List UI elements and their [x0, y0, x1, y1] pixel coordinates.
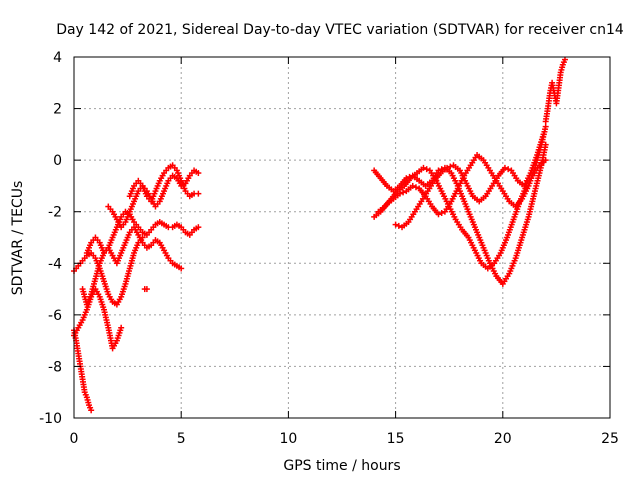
- y-tick-label: -6: [48, 308, 62, 324]
- data-point: [195, 190, 202, 197]
- series-track-10: [371, 141, 549, 287]
- data-point: [444, 164, 451, 171]
- data-point: [118, 324, 125, 331]
- series-track-7: [126, 162, 202, 205]
- series-track-11: [375, 157, 549, 272]
- tick-marks: [73, 56, 611, 419]
- y-tick-label: 2: [53, 102, 62, 118]
- chart-title: Day 142 of 2021, Sidereal Day-to-day VTE…: [56, 22, 624, 38]
- x-tick-label: 0: [70, 431, 79, 447]
- data-point: [505, 166, 512, 173]
- x-tick-label: 20: [494, 431, 512, 447]
- x-tick-labels: 0 5 10 15 20 25: [70, 431, 619, 447]
- data-point: [447, 163, 454, 170]
- series-track-5: [83, 208, 202, 256]
- data-point: [412, 184, 419, 191]
- plot-frame: [73, 56, 611, 419]
- data-point: [178, 265, 185, 272]
- data-point: [409, 182, 416, 189]
- data-point: [195, 224, 202, 231]
- data-point: [395, 222, 402, 229]
- series-track-8: [141, 286, 150, 293]
- x-tick-label: 5: [177, 431, 186, 447]
- data-point: [420, 164, 427, 171]
- data-point: [561, 56, 568, 63]
- series-track-13: [542, 56, 568, 125]
- data-point: [88, 407, 95, 414]
- x-tick-label: 15: [387, 431, 405, 447]
- series-track-2: [71, 286, 125, 352]
- data-point: [542, 123, 549, 130]
- x-axis-label: GPS time / hours: [283, 458, 400, 474]
- data-point: [143, 286, 150, 293]
- x-tick-label: 25: [601, 431, 619, 447]
- y-tick-label: 4: [53, 50, 62, 66]
- data-point: [438, 210, 445, 217]
- data-point: [435, 211, 442, 218]
- data-point: [542, 157, 549, 164]
- y-tick-label: -2: [48, 205, 62, 221]
- data-point: [423, 166, 430, 173]
- data-point: [501, 164, 508, 171]
- data-point: [392, 221, 399, 228]
- y-tick-label: -10: [39, 411, 62, 427]
- y-tick-label: -4: [48, 256, 62, 272]
- grid-lines: [74, 57, 610, 418]
- x-tick-label: 10: [279, 431, 297, 447]
- data-points: [71, 56, 568, 414]
- data-point: [195, 170, 202, 177]
- y-tick-labels: -10 -8 -6 -4 -2 0 2 4: [39, 50, 62, 427]
- y-tick-label: 0: [53, 153, 62, 169]
- y-axis-label: SDTVAR / TECUs: [10, 181, 26, 296]
- data-point: [400, 189, 407, 196]
- series-track-12: [392, 131, 547, 231]
- y-tick-label: -8: [48, 359, 62, 375]
- data-point: [542, 141, 549, 148]
- data-point: [540, 131, 547, 138]
